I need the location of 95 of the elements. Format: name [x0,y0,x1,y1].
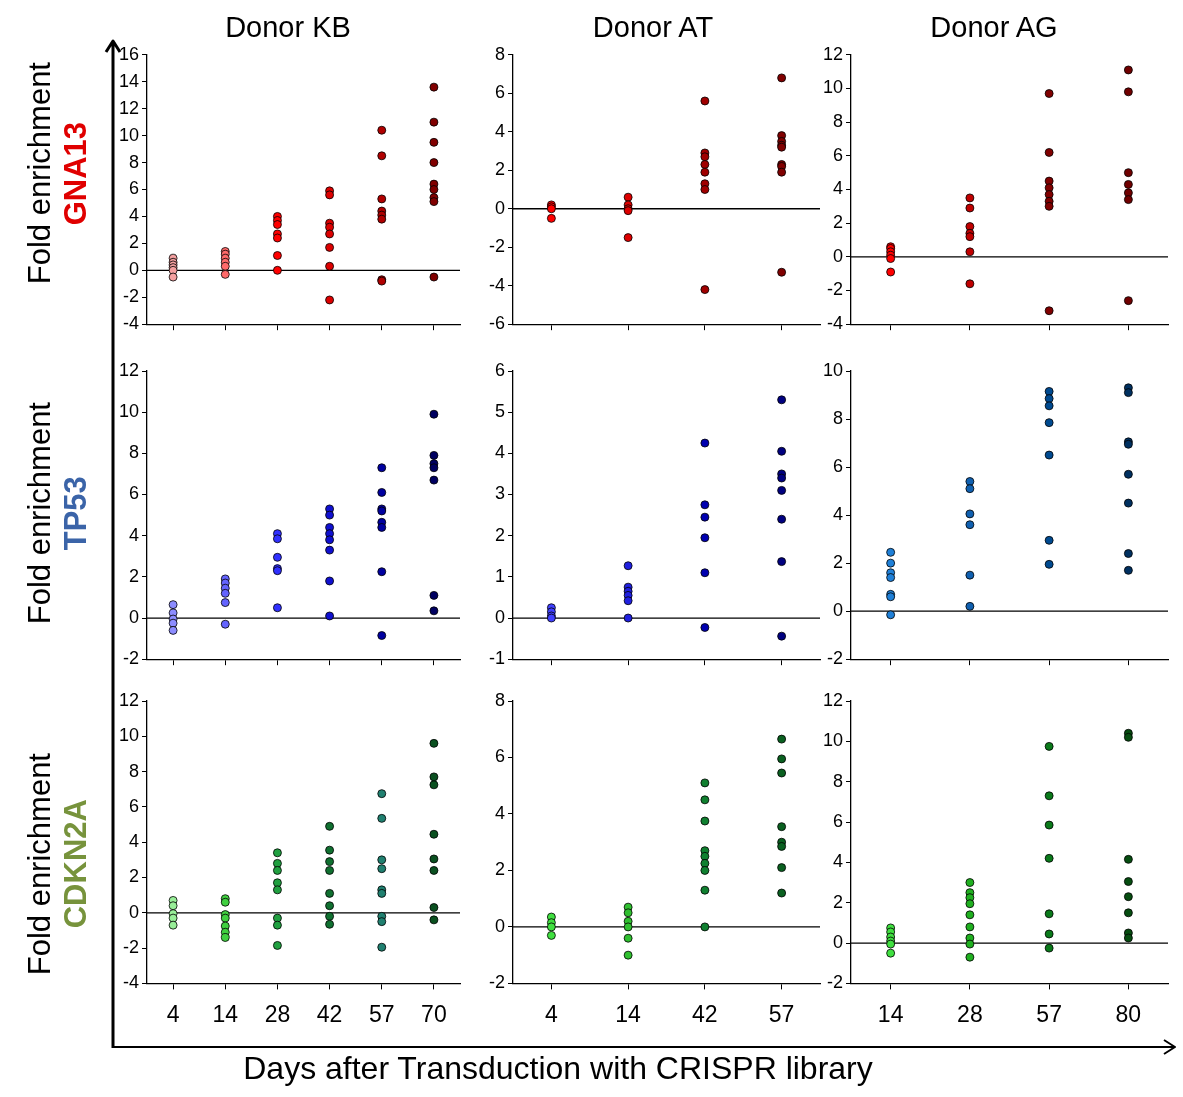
chart-title: Donor AT [592,11,714,44]
y-tick-label: 12 [822,689,844,710]
y-tick-label: 4 [129,831,140,852]
y-tick-label: -2 [827,972,844,993]
y-tick-label: 2 [494,859,505,880]
y-tick-label: -6 [488,313,505,334]
y-tick-label: 12 [822,43,844,64]
x-tick-label: 4 [544,1000,558,1027]
y-tick-label: 12 [118,359,140,380]
y-tick-label: 0 [129,901,140,922]
y-tick-label: -4 [123,972,140,993]
y-tick-label: 4 [129,205,140,226]
y-tick-label: 10 [822,77,844,98]
y-tick-label: 8 [129,442,140,463]
y-tick-label: 4 [129,524,140,545]
x-tick-label: 80 [1115,1000,1142,1027]
y-tick-label: 16 [118,43,140,64]
y-tick-label: 0 [494,915,505,936]
y-tick-label: -2 [488,236,505,257]
y-tick-label: 4 [494,442,505,463]
x-tick-label: 28 [264,1000,291,1027]
y-tick-label: 12 [118,689,140,710]
x-tick-label: 42 [316,1000,343,1027]
x-tick-label: 14 [877,1000,904,1027]
y-tick-label: 8 [833,111,844,132]
y-tick-label: 2 [494,159,505,180]
x-tick-label: 57 [368,1000,395,1027]
x-tick-label: 4 [166,1000,180,1027]
y-tick-label: 6 [129,483,140,504]
y-axis-title: Fold enrichment GNA13 [22,61,94,285]
x-axis-title: Days after Transduction with CRISPR library [242,1049,874,1087]
y-tick-label: 6 [129,795,140,816]
y-tick-label: 10 [822,730,844,751]
y-tick-label: 8 [129,151,140,172]
y-tick-label: 5 [494,401,505,422]
y-tick-label: 2 [833,212,844,233]
y-tick-label: -4 [123,313,140,334]
y-tick-label: 14 [118,70,140,91]
chart-title: Donor KB [225,11,351,44]
y-tick-label: 6 [833,144,844,165]
y-tick-label: 4 [833,851,844,872]
y-tick-label: 2 [129,866,140,887]
y-tick-label: -4 [488,274,505,295]
y-tick-label: 6 [129,178,140,199]
y-tick-label: 4 [494,802,505,823]
y-tick-label: 2 [129,565,140,586]
chart-title: Donor AG [930,11,1058,44]
y-tick-label: 0 [833,932,844,953]
y-tick-label: 2 [833,891,844,912]
y-tick-label: 8 [494,689,505,710]
y-tick-label: 4 [494,120,505,141]
x-tick-label: 14 [212,1000,239,1027]
y-tick-label: 0 [494,197,505,218]
y-tick-label: 0 [494,607,505,627]
y-tick-label: 4 [833,504,844,525]
y-tick-label: 6 [494,746,505,767]
y-tick-label: 2 [129,232,140,253]
y-tick-label: 8 [833,770,844,791]
y-tick-label: 10 [118,725,140,746]
x-tick-label: 14 [615,1000,642,1027]
x-tick-label: 57 [768,1000,795,1027]
y-tick-label: -2 [488,972,505,993]
y-tick-label: 3 [494,483,505,504]
y-tick-label: 8 [129,760,140,781]
y-tick-label: 12 [118,97,140,118]
x-tick-label: 70 [421,1000,447,1027]
y-tick-label: 2 [494,524,505,545]
y-tick-label: 4 [833,178,844,199]
y-tick-label: 6 [494,82,505,103]
y-tick-label: -2 [123,648,140,669]
y-axis-title: Fold enrichment CDKN2A [22,752,94,976]
y-tick-label: 0 [129,259,140,280]
y-tick-label: 0 [833,245,844,266]
y-tick-label: 0 [833,600,844,621]
x-tick-label: 28 [957,1000,983,1027]
y-tick-label: -4 [827,313,844,334]
y-tick-label: -2 [827,279,844,300]
y-tick-label: 10 [822,359,844,380]
y-tick-label: 6 [494,359,505,380]
y-tick-label: -2 [827,648,844,669]
y-tick-label: -2 [123,286,140,307]
y-tick-label: -2 [123,937,140,958]
y-tick-label: 10 [118,401,140,422]
y-tick-label: 8 [833,408,844,428]
y-tick-label: 10 [118,124,140,145]
x-tick-label: 42 [692,1000,718,1027]
y-tick-label: 6 [833,456,844,477]
y-tick-label: 1 [494,565,505,586]
y-tick-label: -1 [488,648,505,669]
y-tick-label: 0 [129,607,140,627]
x-tick-label: 57 [1036,1000,1062,1027]
y-tick-label: 2 [833,552,844,573]
y-tick-label: 8 [494,43,505,64]
y-tick-label: 6 [833,811,844,831]
y-axis-title: Fold enrichment TP53 [22,401,94,625]
